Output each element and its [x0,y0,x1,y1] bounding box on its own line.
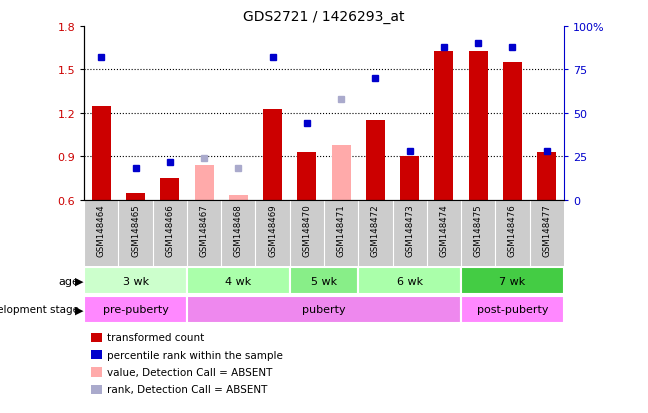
Bar [503,63,522,200]
Text: ▶: ▶ [75,276,84,286]
Bar [297,152,316,200]
Text: 5 wk: 5 wk [311,276,337,286]
Text: 7 wk: 7 wk [499,276,526,286]
Text: 6 wk: 6 wk [397,276,422,286]
Bar [84,297,187,323]
Bar [461,268,564,294]
Bar [332,145,351,200]
Text: GSM148469: GSM148469 [268,204,277,256]
Bar [366,121,385,200]
Text: GSM148472: GSM148472 [371,204,380,256]
Text: GSM148465: GSM148465 [131,204,140,256]
Bar [400,157,419,200]
Bar [126,193,145,200]
Text: rank, Detection Call = ABSENT: rank, Detection Call = ABSENT [107,385,267,394]
Text: 3 wk: 3 wk [122,276,148,286]
Bar [434,52,454,200]
Bar [194,166,214,200]
Text: GSM148475: GSM148475 [474,204,483,256]
Text: post-puberty: post-puberty [477,305,548,315]
Bar [358,268,461,294]
Text: GSM148471: GSM148471 [336,204,345,256]
Text: transformed count: transformed count [107,332,204,342]
Text: age: age [58,276,79,286]
Bar [161,178,179,200]
Text: GSM148467: GSM148467 [200,204,209,256]
Bar [263,109,282,200]
Text: GSM148477: GSM148477 [542,204,551,256]
Bar [187,297,461,323]
Text: ▶: ▶ [75,305,84,315]
Text: GSM148466: GSM148466 [165,204,174,256]
Text: GSM148473: GSM148473 [405,204,414,256]
Text: value, Detection Call = ABSENT: value, Detection Call = ABSENT [107,367,272,377]
Text: GSM148476: GSM148476 [508,204,517,256]
Text: percentile rank within the sample: percentile rank within the sample [107,350,283,360]
Bar [187,268,290,294]
Bar [469,52,487,200]
Bar [84,268,187,294]
Title: GDS2721 / 1426293_at: GDS2721 / 1426293_at [243,10,405,24]
Bar [461,297,564,323]
Text: GSM148464: GSM148464 [97,204,106,256]
Bar [290,268,358,294]
Bar [229,196,248,200]
Text: development stage: development stage [0,305,79,315]
Text: GSM148474: GSM148474 [439,204,448,256]
Bar [537,152,556,200]
Text: pre-puberty: pre-puberty [102,305,168,315]
Text: puberty: puberty [302,305,346,315]
Bar [92,106,111,200]
Text: GSM148468: GSM148468 [234,204,243,256]
Text: 4 wk: 4 wk [226,276,251,286]
Text: GSM148470: GSM148470 [303,204,312,256]
